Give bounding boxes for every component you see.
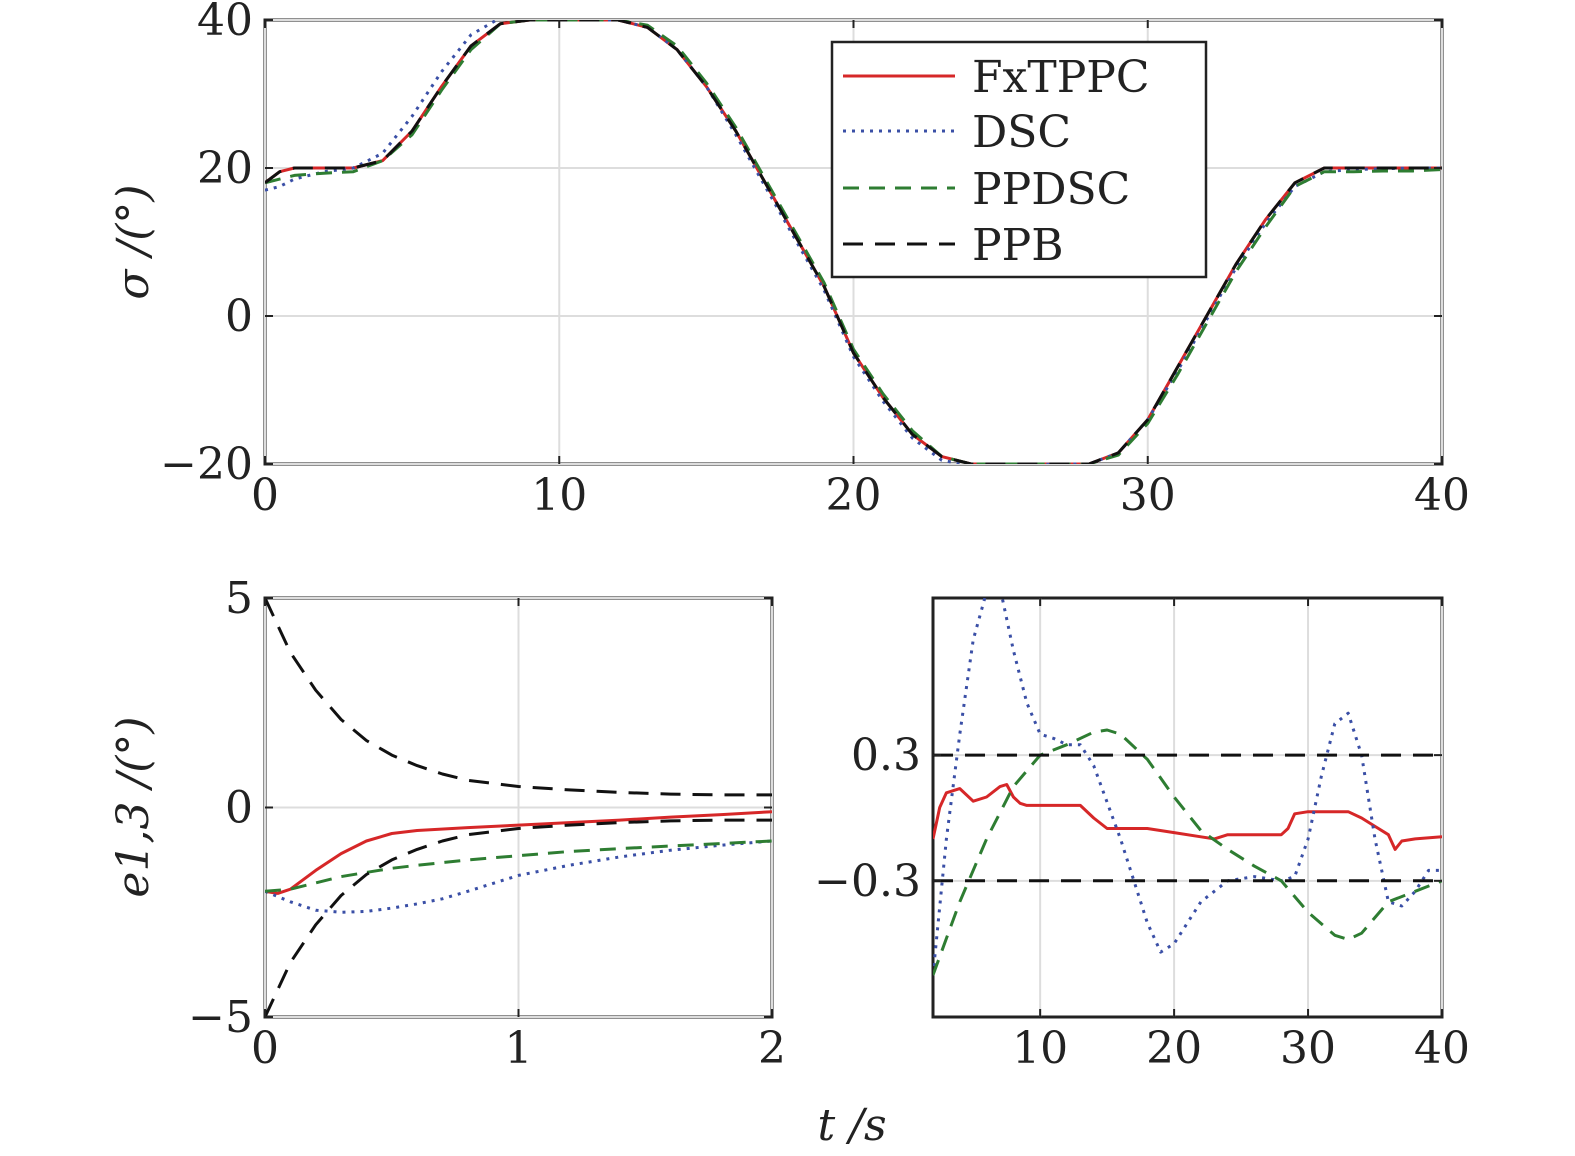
legend-label-ppdsc: PPDSC — [972, 164, 1130, 215]
time-xlabel: t /s — [817, 1100, 886, 1151]
panel-error-zoom-series-ppb-upper — [265, 598, 772, 797]
panel-error-zoom-series-ppdsc — [265, 839, 772, 893]
panel-error-steady-series-dsc — [933, 598, 1442, 976]
panel-sigma-ytick-label-0: −20 — [160, 439, 253, 490]
legend-item-ppdsc: PPDSC — [843, 164, 1130, 215]
panel-error-steady-frame — [931, 596, 1444, 1019]
panel-error-steady-series-fxtppc — [933, 783, 1442, 851]
panel-error-zoom-grid — [264, 597, 773, 1018]
legend: FxTPPC DSC PPDSC PPB — [830, 40, 1208, 279]
panel-error-steady-ticks: 10 20 30 40 −0.3 0.3 — [814, 598, 1470, 1074]
panel-error-zoom: 0 1 2−505 e1,3 /(°) — [108, 573, 786, 1074]
panel-error-zoom-ytick-label-0: −5 — [188, 992, 253, 1043]
sigma-ylabel: σ /(°) — [108, 184, 159, 299]
panel-error-zoom-series-ppb-lower — [265, 818, 772, 1017]
legend-label-dsc: DSC — [972, 107, 1071, 158]
panel-error-zoom-series — [265, 598, 772, 1017]
error-ylabel: e1,3 /(°) — [108, 716, 159, 897]
panel-error-steady-series — [933, 598, 1442, 976]
panel-error-zoom-xtick-label-2: 2 — [758, 1023, 786, 1074]
panel-error-steady: 10 20 30 40 −0.3 0.3 — [814, 596, 1470, 1074]
panel-sigma-ytick-label-1: 0 — [225, 291, 253, 342]
panel-error-steady-xtick-label-3: 40 — [1414, 1023, 1470, 1074]
panel-sigma-ytick-label-2: 20 — [197, 143, 253, 194]
legend-item-fxtppc: FxTPPC — [843, 52, 1150, 103]
panel-error-steady-ytick-label-0: −0.3 — [814, 856, 921, 907]
panel-sigma-xtick-label-2: 20 — [826, 470, 882, 521]
panel-error-zoom-ticks: 0 1 2−505 — [188, 573, 786, 1074]
panel-sigma-xtick-label-4: 40 — [1414, 470, 1470, 521]
legend-item-ppb: PPB — [843, 220, 1064, 271]
panel-sigma-xtick-label-0: 0 — [251, 470, 279, 521]
legend-box — [830, 40, 1208, 279]
panel-error-steady-xtick-label-1: 20 — [1146, 1023, 1202, 1074]
panel-error-steady-xtick-label-0: 10 — [1012, 1023, 1068, 1074]
panel-error-zoom-ytick-label-2: 5 — [225, 573, 253, 624]
legend-item-dsc: DSC — [843, 107, 1071, 158]
panel-error-zoom-xtick-label-0: 0 — [251, 1023, 279, 1074]
panel-error-steady-series-ppdsc — [933, 728, 1442, 976]
panel-error-steady-ytick-label-1: 0.3 — [851, 730, 921, 781]
panel-sigma-series-ppb — [265, 20, 1442, 464]
panel-error-steady-xtick-label-2: 30 — [1280, 1023, 1336, 1074]
panel-error-zoom-ytick-label-1: 0 — [225, 783, 253, 834]
panel-error-steady-grid — [933, 598, 1443, 1017]
legend-label-ppb: PPB — [972, 220, 1064, 271]
panel-sigma-series — [265, 20, 1442, 464]
panel-error-zoom-series-fxtppc — [265, 810, 772, 895]
panel-error-zoom-xtick-label-1: 1 — [505, 1023, 533, 1074]
panel-error-zoom-series-dsc — [265, 839, 772, 914]
panel-sigma-series-ppdsc — [265, 20, 1442, 464]
panel-sigma-xtick-label-1: 10 — [531, 470, 587, 521]
panel-sigma-xtick-label-3: 30 — [1120, 470, 1176, 521]
legend-label-fxtppc: FxTPPC — [972, 52, 1150, 103]
panel-sigma-ytick-label-3: 40 — [197, 0, 253, 46]
